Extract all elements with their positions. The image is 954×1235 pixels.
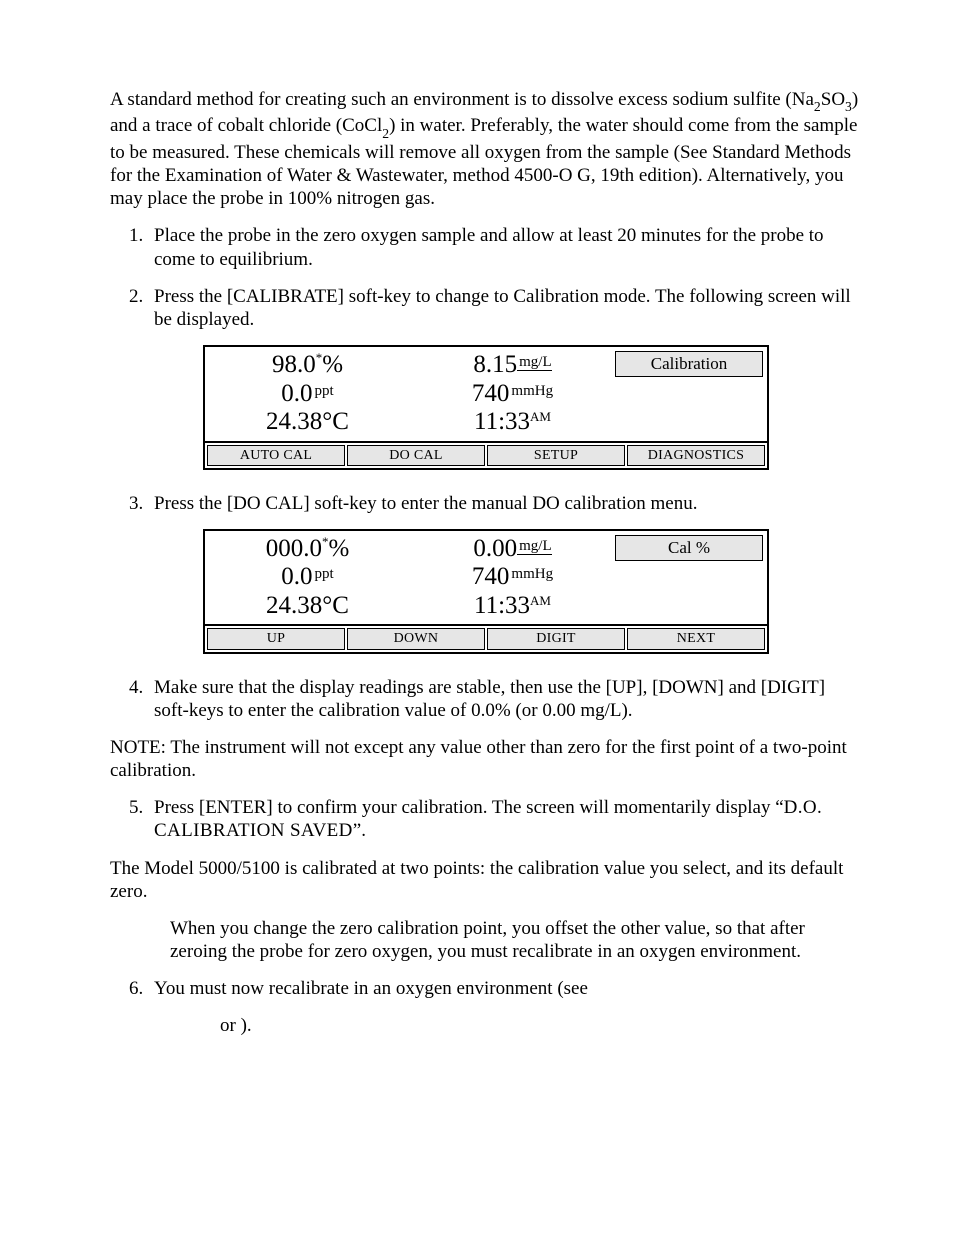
lcd-screen-calibration: 98.0*% 0.0ppt 24.38°C 8.15mg/L 740mmHg 1… xyxy=(203,345,769,470)
note-text: NOTE: The instrument will not except any… xyxy=(110,736,862,782)
after-paragraph-2: When you change the zero calibration poi… xyxy=(170,917,862,963)
lcd-mid-column: 0.00mg/L 740mmHg 11:33AM xyxy=(410,531,615,625)
lcd-left-column: 000.0*% 0.0ppt 24.38°C xyxy=(205,531,410,625)
lcd-mid-column: 8.15mg/L 740mmHg 11:33AM xyxy=(410,347,615,441)
intro-paragraph: A standard method for creating such an e… xyxy=(110,88,862,210)
step-4: Make sure that the display readings are … xyxy=(148,676,862,722)
status-box: Cal % xyxy=(615,535,763,561)
lcd-left-column: 98.0*% 0.0ppt 24.38°C xyxy=(205,347,410,441)
softkey-autocal[interactable]: AUTO CAL xyxy=(207,445,345,466)
step-2: Press the [CALIBRATE] soft-key to change… xyxy=(148,285,862,331)
lcd-right-column: Cal % xyxy=(615,531,767,625)
lcd-screen-cal-percent: 000.0*% 0.0ppt 24.38°C 0.00mg/L 740mmHg … xyxy=(203,529,769,654)
softkey-setup[interactable]: SETUP xyxy=(487,445,625,466)
softkey-digit[interactable]: DIGIT xyxy=(487,628,625,649)
reference-line: or ). xyxy=(220,1014,862,1037)
softkey-next[interactable]: NEXT xyxy=(627,628,765,649)
status-box: Calibration xyxy=(615,351,763,377)
softkey-up[interactable]: UP xyxy=(207,628,345,649)
lcd-right-column: Calibration xyxy=(615,347,767,441)
step-1: Place the probe in the zero oxygen sampl… xyxy=(148,224,862,270)
softkey-diagnostics[interactable]: DIAGNOSTICS xyxy=(627,445,765,466)
step-3: Press the [DO CAL] soft-key to enter the… xyxy=(148,492,862,515)
softkey-row: UP DOWN DIGIT NEXT xyxy=(205,626,767,651)
softkey-docal[interactable]: DO CAL xyxy=(347,445,485,466)
after-paragraph-1: The Model 5000/5100 is calibrated at two… xyxy=(110,857,862,903)
softkey-down[interactable]: DOWN xyxy=(347,628,485,649)
step-6: You must now recalibrate in an oxygen en… xyxy=(148,977,862,1000)
softkey-row: AUTO CAL DO CAL SETUP DIAGNOSTICS xyxy=(205,443,767,468)
step-5: Press [ENTER] to confirm your calibratio… xyxy=(148,796,862,842)
